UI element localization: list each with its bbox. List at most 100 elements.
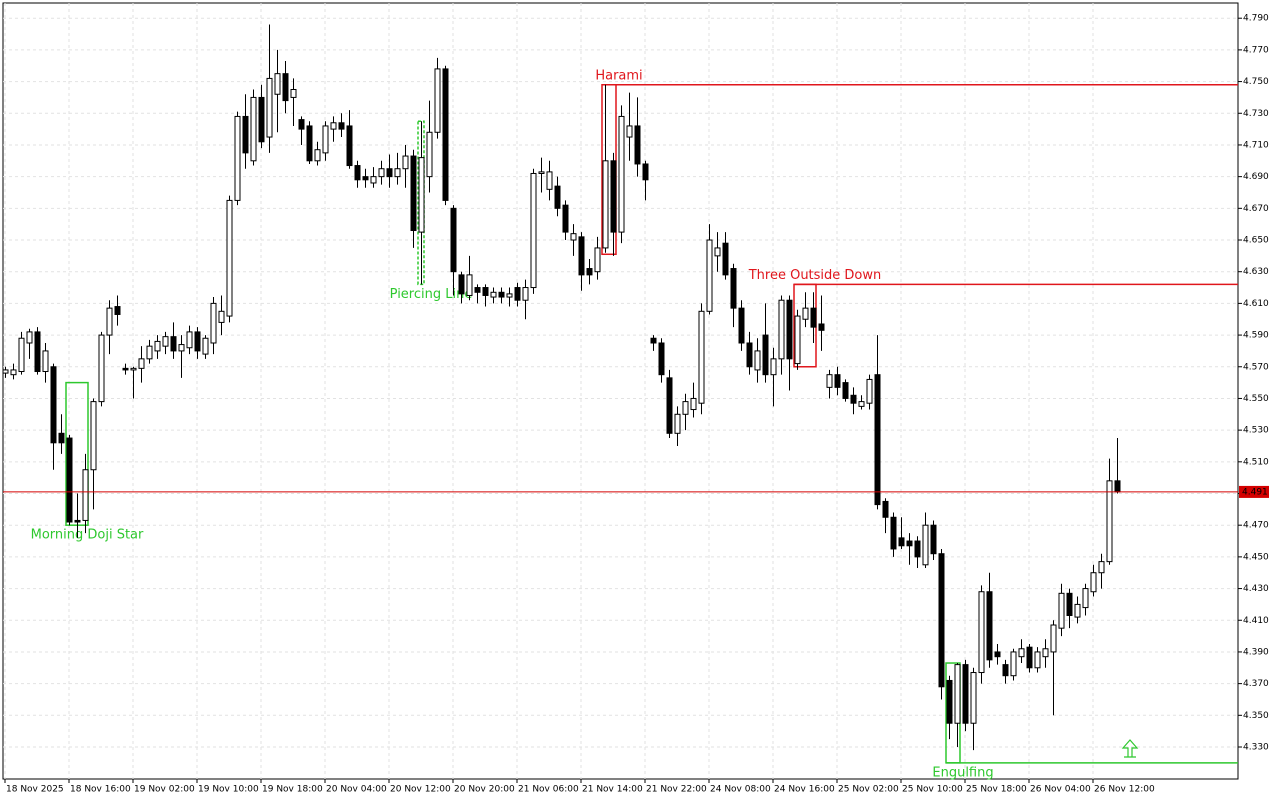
candle-body [946,679,953,724]
y-tick-label: 4.730 [1243,109,1269,119]
candle-body [2,369,9,374]
y-tick-label: 4.550 [1243,394,1269,404]
candle-body [474,287,481,293]
candle-body [602,160,609,249]
candle-body [786,299,793,360]
candle-body [978,591,985,674]
x-tick-label: 18 Nov 2025 [6,785,64,795]
candle-body [314,149,321,162]
candle-body [530,172,537,289]
candle-body [194,331,201,352]
y-tick-label: 4.650 [1243,236,1269,246]
candle-body [354,165,361,181]
last-price-box [1239,485,1269,498]
candle-body [778,299,785,360]
candle-body [754,350,761,371]
candle-body [146,345,153,360]
last-price-label: 4.491 [1242,487,1268,497]
candle-body [1026,646,1033,669]
candle-body [514,287,521,301]
candle-body [522,287,529,301]
x-tick-label: 20 Nov 04:00 [326,785,387,795]
candle-body [186,331,193,349]
candle-body [338,122,345,130]
candle-body [18,337,25,373]
candle-body [98,334,105,403]
candle-body [114,306,121,315]
candle-body [802,307,809,320]
candle-body [546,171,553,190]
candle-body [1114,480,1121,493]
y-tick-label: 4.390 [1243,647,1269,657]
x-tick-label: 19 Nov 18:00 [262,785,323,795]
candle-body [418,157,425,233]
candle-body [842,382,849,399]
candle-body [378,168,385,178]
x-tick-label: 19 Nov 10:00 [198,785,259,795]
candle-body [1018,648,1025,658]
candle-body [154,340,161,352]
candle-body [42,350,49,373]
candle-body [1010,651,1017,677]
x-tick-label: 18 Nov 16:00 [70,785,131,795]
candle-body [362,176,369,181]
candle-body [290,89,297,98]
candle-body [818,323,825,331]
candle-body [858,401,865,407]
candle-body [130,367,137,371]
candle-body [298,119,305,130]
candle-body [890,516,897,550]
candle-body [986,591,993,661]
candle-body [458,274,465,295]
candle-body [1074,603,1081,618]
candle-body [874,374,881,506]
candle-body [914,540,921,558]
x-tick-label: 20 Nov 12:00 [390,785,451,795]
candle-body [258,96,265,143]
candle-body [810,307,817,328]
candle-body [714,247,721,257]
candle-body [450,207,457,273]
candle-body [618,115,625,233]
candle-body [738,307,745,344]
y-tick-label: 4.510 [1243,457,1269,467]
candle-body [1098,561,1105,574]
x-tick-label: 19 Nov 02:00 [134,785,195,795]
candle-body [906,540,913,547]
y-tick-label: 4.570 [1243,362,1269,372]
candle-body [1050,624,1057,653]
y-tick-label: 4.610 [1243,299,1269,309]
candle-body [570,233,577,241]
candle-body [1090,572,1097,593]
candle-body [178,344,185,352]
candle-body [762,334,769,376]
candle-body [74,519,81,523]
candle-body [690,397,697,411]
candle-body [226,199,233,317]
candle-body [730,268,737,309]
x-tick-label: 21 Nov 22:00 [646,785,707,795]
candle-body [434,68,441,133]
y-tick-label: 4.530 [1243,426,1269,436]
candle-body [402,155,409,170]
y-tick-label: 4.790 [1243,14,1269,24]
candle-body [394,168,401,178]
x-tick-label: 21 Nov 14:00 [582,785,643,795]
candle-body [426,131,433,178]
candle-body [922,524,929,566]
candle-body [82,469,89,521]
y-tick-label: 4.690 [1243,172,1269,182]
candle-body [10,369,17,376]
y-tick-label: 4.350 [1243,711,1269,721]
candle-body [442,68,449,201]
candle-body [370,176,377,184]
x-tick-label: 21 Nov 06:00 [518,785,579,795]
y-tick-label: 4.430 [1243,584,1269,594]
candle-body [250,96,257,162]
candle-body [1042,648,1049,658]
candle-body [706,239,713,312]
candle-body [210,302,217,344]
candle-body [162,336,169,347]
candle-body [674,413,681,434]
candle-body [170,336,177,352]
